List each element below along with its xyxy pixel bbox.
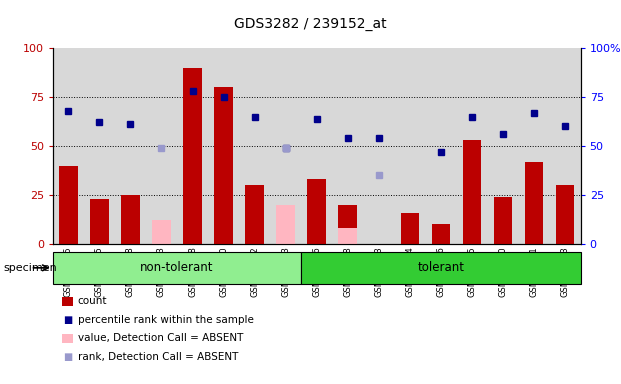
Bar [338,228,357,244]
Bar [53,252,301,284]
Bar [301,252,581,284]
Bar [463,140,481,244]
Bar [338,205,357,244]
Bar [307,179,326,244]
Bar [276,205,295,244]
Bar [494,197,512,244]
Text: count: count [78,296,107,306]
Bar [90,199,109,244]
Bar [401,212,419,244]
Text: ■: ■ [63,315,72,325]
Bar [183,68,202,244]
Bar [59,166,78,244]
Text: value, Detection Call = ABSENT: value, Detection Call = ABSENT [78,333,243,343]
Text: ■: ■ [63,352,72,362]
Text: specimen: specimen [3,263,57,273]
Text: tolerant: tolerant [417,262,465,274]
Text: non-tolerant: non-tolerant [140,262,214,274]
Bar [214,87,233,244]
Text: rank, Detection Call = ABSENT: rank, Detection Call = ABSENT [78,352,238,362]
Bar [525,162,543,244]
Bar [556,185,574,244]
Text: percentile rank within the sample: percentile rank within the sample [78,315,253,325]
Bar [152,220,171,244]
Text: GDS3282 / 239152_at: GDS3282 / 239152_at [234,17,387,31]
Bar [245,185,264,244]
Bar [121,195,140,244]
Bar [432,224,450,244]
